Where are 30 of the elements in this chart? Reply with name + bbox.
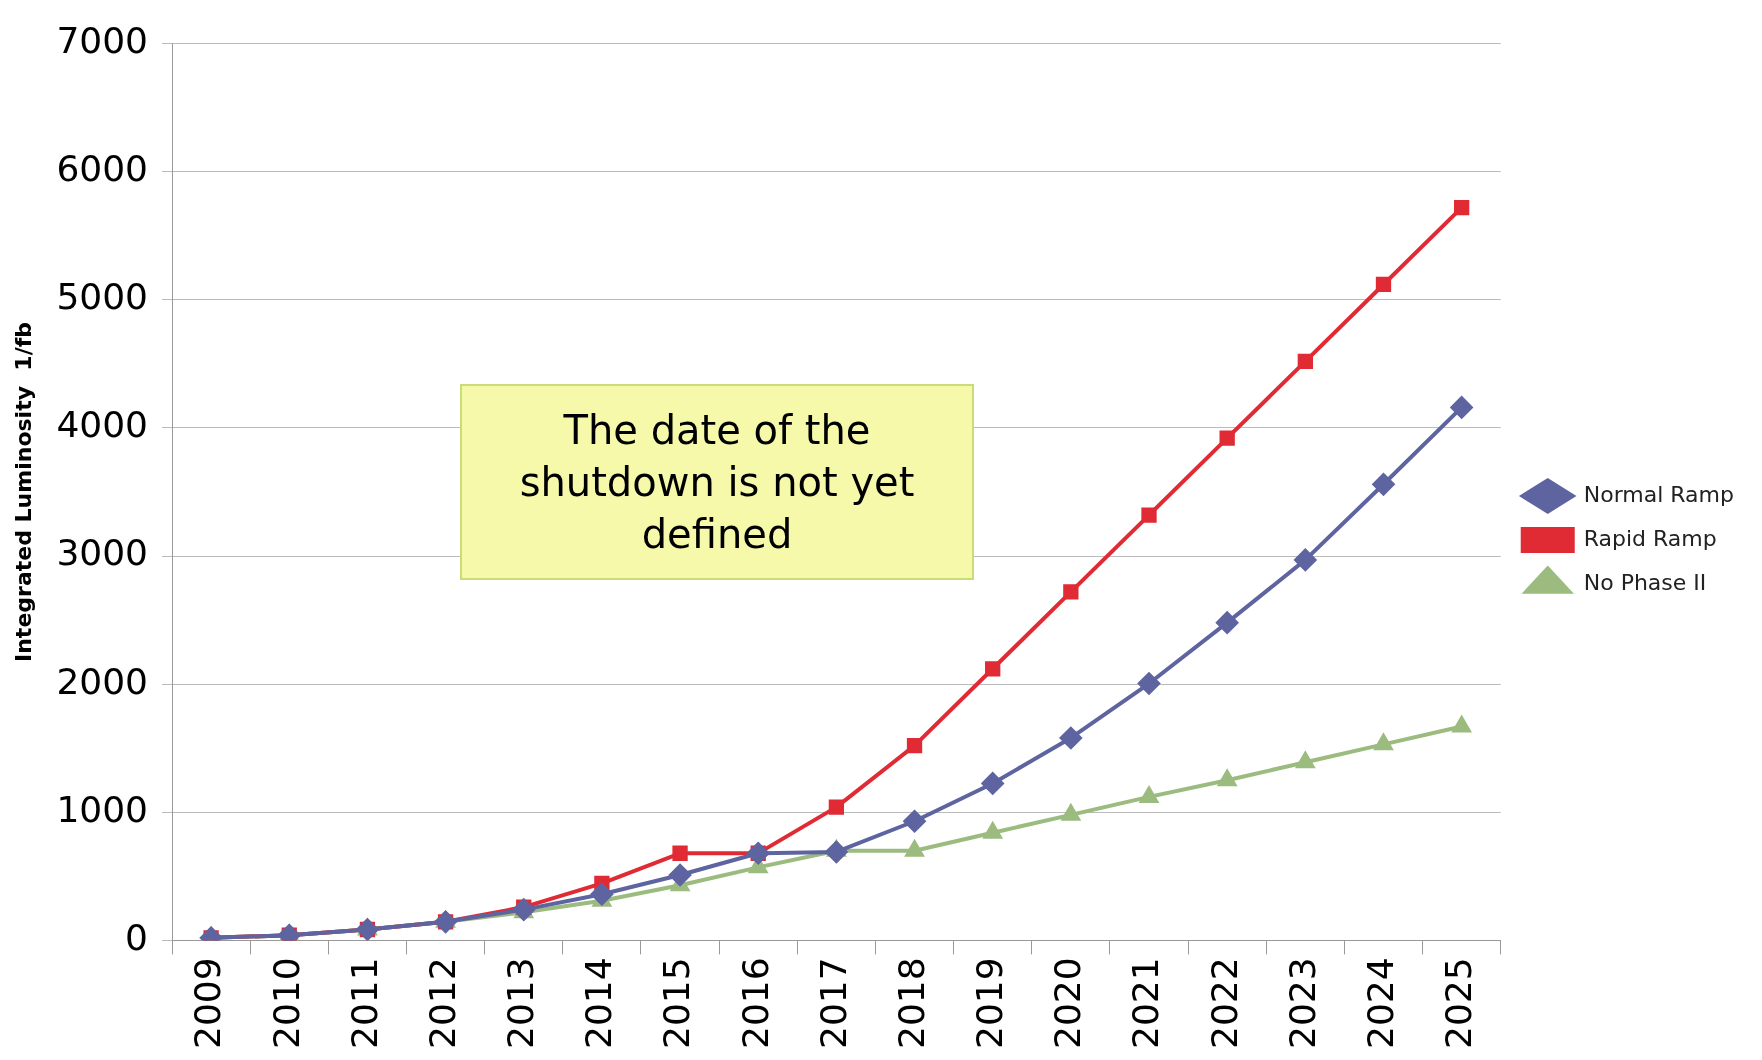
x-tick-label: 2011	[343, 957, 385, 1050]
y-tick-label: 3000	[56, 532, 149, 574]
x-tick-label: 2022	[1203, 957, 1245, 1050]
x-tick-label: 2016	[734, 957, 776, 1050]
x-tick-label: 2020	[1047, 957, 1089, 1050]
x-tick-label: 2018	[890, 957, 932, 1050]
x-tick-label: 2025	[1438, 957, 1480, 1050]
y-axis-title: Integrated Luminosity 1/fb	[10, 322, 36, 662]
x-tick-label: 2019	[969, 957, 1011, 1050]
x-tick-label: 2013	[500, 957, 542, 1050]
x-tick-label: 2009	[187, 957, 229, 1050]
y-tick-label: 2000	[56, 660, 149, 702]
x-tick-label: 2014	[578, 957, 620, 1050]
y-tick-label: 0	[125, 916, 149, 958]
x-tick-label: 2012	[421, 957, 463, 1050]
x-tick-label: 2010	[265, 957, 307, 1050]
y-tick-label: 1000	[56, 788, 149, 830]
annotation: The date of the shutdown is not yet defined	[460, 384, 974, 580]
x-tick-label: 2017	[812, 957, 854, 1050]
x-tick-label: 2021	[1125, 957, 1167, 1050]
y-tick-label: 5000	[56, 276, 149, 318]
y-tick-label: 6000	[56, 148, 149, 190]
x-tick-label: 2023	[1281, 957, 1323, 1050]
legend-label: Rapid Ramp	[1583, 525, 1717, 551]
legend-label: No Phase II	[1583, 569, 1707, 595]
x-tick-label: 2024	[1359, 957, 1401, 1050]
y-tick-label: 7000	[56, 19, 149, 61]
y-tick-label: 4000	[56, 404, 149, 446]
x-tick-label: 2015	[656, 957, 698, 1050]
legend-label: Normal Ramp	[1583, 481, 1735, 507]
